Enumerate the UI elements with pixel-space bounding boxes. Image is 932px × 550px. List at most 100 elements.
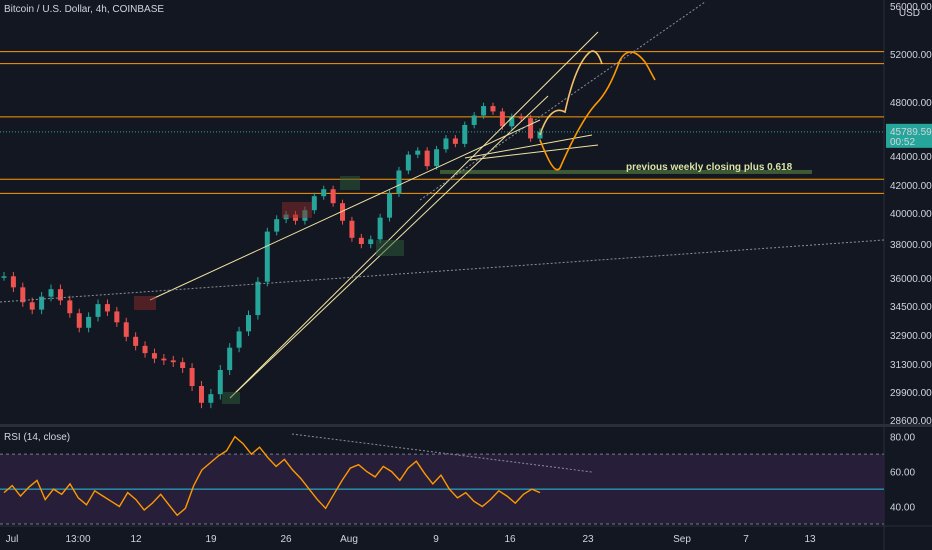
candle-body <box>528 118 534 139</box>
weekly-close-annotation: previous weekly closing plus 0.618 <box>626 162 793 173</box>
candle-body <box>29 302 35 310</box>
time-tick-label: 16 <box>504 534 516 545</box>
candle-body <box>396 170 402 194</box>
candle-body <box>217 370 223 395</box>
candle-body <box>198 386 204 403</box>
pane-divider <box>0 424 932 427</box>
candle-body <box>481 106 487 116</box>
candle-body <box>123 322 129 337</box>
candle-body <box>264 231 270 282</box>
candle-body <box>387 193 393 218</box>
candle-body <box>95 304 101 317</box>
candle-body <box>189 368 195 386</box>
candle-body <box>57 289 63 301</box>
last-price-label: 45789.59 <box>890 127 932 138</box>
trend-line <box>229 31 599 399</box>
candle-body <box>462 124 468 144</box>
candle-body <box>114 311 120 323</box>
symbol-title: Bitcoin / U.S. Dollar, 4h, COINBASE <box>4 4 165 15</box>
candle-body <box>236 331 242 348</box>
candle-body <box>443 138 449 150</box>
time-tick-label: 19 <box>205 534 217 545</box>
price-tick-label: 42000.00 <box>890 181 932 192</box>
time-tick-label: Aug <box>340 534 358 545</box>
time-tick-label: Sep <box>673 534 691 545</box>
candle-body <box>142 345 148 354</box>
candle-body <box>255 281 261 316</box>
candle-body <box>170 360 176 363</box>
time-tick-label: 26 <box>280 534 292 545</box>
time-tick-label: 12 <box>130 534 142 545</box>
last-price-badge <box>886 123 932 148</box>
price-tick-label: 28600.00 <box>890 416 932 427</box>
currency-label: USD <box>898 8 920 19</box>
candle-body <box>340 203 346 221</box>
rsi-indicator-label: RSI (14, close) <box>4 432 71 443</box>
candle-body <box>311 196 317 211</box>
candle-body <box>358 237 364 244</box>
price-tick-label: 31300.00 <box>890 360 932 371</box>
candle-body <box>509 116 515 127</box>
time-tick-label: 9 <box>433 534 439 545</box>
price-tick-label: 38000.00 <box>890 240 932 251</box>
last-price-countdown: 00:52 <box>890 137 915 148</box>
price-tick-label: 32900.00 <box>890 331 932 342</box>
price-tick-label: 36000.00 <box>890 274 932 285</box>
time-tick-label: 13:00 <box>65 534 90 545</box>
candle-body <box>518 116 524 119</box>
candle-body <box>48 289 54 297</box>
candle-body <box>368 239 374 244</box>
candle-body <box>20 287 26 303</box>
candle-body <box>10 276 16 288</box>
candle-body <box>499 111 505 127</box>
dotted-trendline <box>419 1 706 201</box>
candle-body <box>490 106 496 112</box>
candle-body <box>67 300 73 314</box>
price-tick-label: 48000.00 <box>890 98 932 109</box>
candle-body <box>405 154 411 171</box>
highlight-box <box>282 202 312 218</box>
rsi-tick-label: 40.00 <box>890 503 915 514</box>
time-tick-label: 13 <box>804 534 816 545</box>
candle-body <box>133 336 139 346</box>
projection-path <box>539 50 603 136</box>
highlight-box <box>340 176 360 190</box>
annotation-level-bar <box>440 169 812 174</box>
highlight-box <box>134 296 156 310</box>
price-tick-label: 29900.00 <box>890 388 932 399</box>
dotted-trendline <box>0 239 885 303</box>
rsi-tick-label: 80.00 <box>890 433 915 444</box>
trend-line <box>149 119 541 301</box>
highlight-box <box>376 240 404 256</box>
candle-body <box>471 115 477 125</box>
time-tick-label: 7 <box>743 534 749 545</box>
candle-body <box>537 131 543 139</box>
price-tick-label: 52000.00 <box>890 50 932 61</box>
candle-body <box>415 150 421 155</box>
candle-body <box>86 316 92 328</box>
candle-body <box>180 362 186 368</box>
rsi-tick-label: 60.00 <box>890 468 915 479</box>
trend-line <box>469 144 599 161</box>
price-tick-label: 44000.00 <box>890 152 932 163</box>
price-tick-label: 40000.00 <box>890 209 932 220</box>
candle-body <box>330 189 336 204</box>
price-tick-label: 56000.00 <box>890 2 932 13</box>
candle-body <box>377 217 383 240</box>
time-tick-label: Jul <box>6 534 19 545</box>
candle-body <box>39 296 45 310</box>
candle-body <box>161 358 167 361</box>
candle-body <box>151 353 157 359</box>
candle-body <box>208 394 214 403</box>
candle-body <box>349 220 355 238</box>
candle-body <box>245 315 251 332</box>
candle-body <box>1 276 7 278</box>
candle-body <box>424 150 430 167</box>
rsi-line <box>3 435 541 517</box>
highlight-box <box>222 392 240 404</box>
candle-body <box>104 304 110 312</box>
candle-body <box>452 138 458 144</box>
candle-body <box>274 219 280 232</box>
candle-body <box>434 149 440 167</box>
